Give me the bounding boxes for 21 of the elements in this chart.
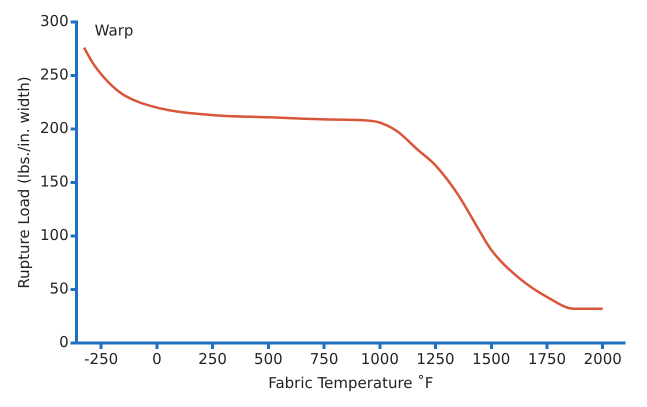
y-tick-label: 50 [50,279,69,298]
y-tick-label: 100 [40,226,69,244]
x-tick-label: 1750 [528,350,566,368]
line-series [82,46,604,310]
annotation: Warp [94,21,134,40]
x-tick-label: 1000 [360,350,399,368]
y-tick-label: 0 [59,332,69,351]
x-tick-label: 750 [310,350,338,368]
y-tick-label: 200 [40,118,69,137]
y-tick-label: 300 [40,12,69,30]
x-tick-label: 1500 [472,350,510,368]
x-tick-label: 1250 [416,350,455,368]
x-tick-label: 2000 [584,350,622,368]
y-axis-title: Rupture Load (lbs./in. width) [14,76,33,289]
x-tick-label: 0 [152,350,162,368]
y-tick-label: 150 [40,172,69,190]
x-tick-label: -250 [84,350,118,368]
y-tick-label: 250 [40,65,69,84]
x-tick-label: 250 [198,350,227,368]
x-tick-label: 500 [254,350,283,368]
x-axis-title: Fabric Temperature ˚F [268,374,434,392]
